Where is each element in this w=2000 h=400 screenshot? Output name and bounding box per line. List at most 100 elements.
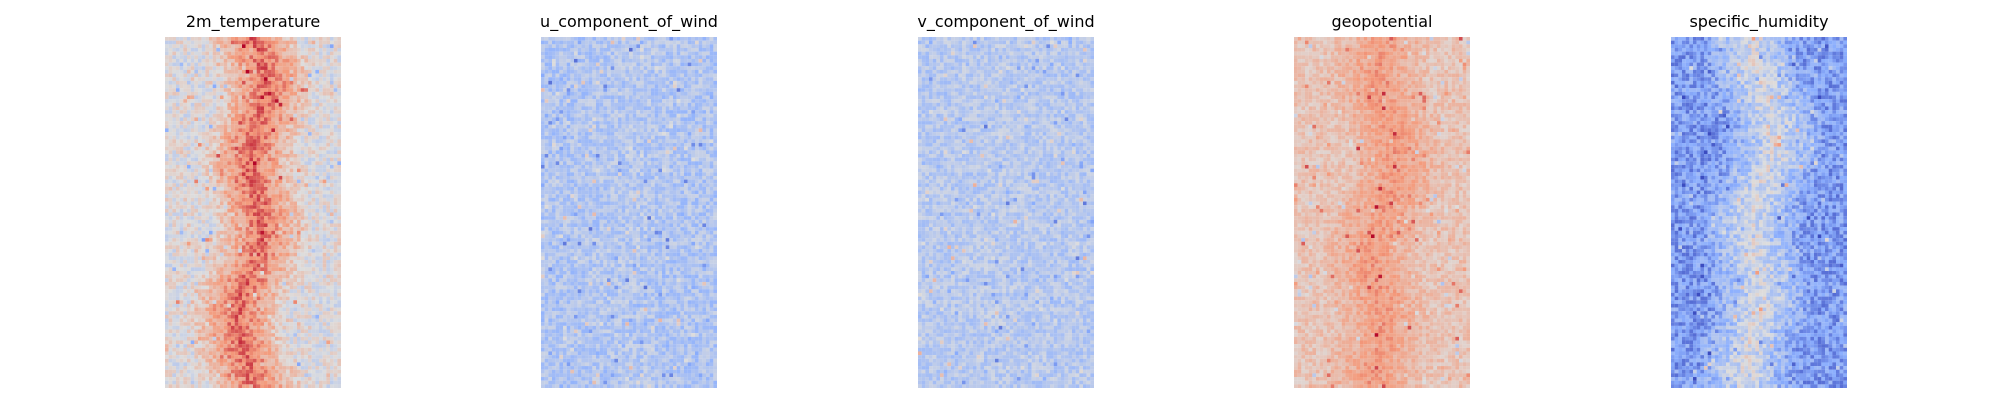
heatmap-cell — [311, 377, 316, 381]
heatmap-cell — [304, 164, 309, 169]
heatmap-cell — [286, 110, 290, 114]
heatmap-cell — [577, 44, 582, 49]
heatmap-cell — [165, 102, 169, 107]
heatmap-cell — [190, 37, 195, 41]
heatmap-cell — [172, 124, 177, 129]
heatmap-cell — [253, 230, 257, 235]
heatmap-cell — [223, 150, 228, 155]
heatmap-cell — [577, 55, 582, 60]
heatmap-cell — [198, 183, 202, 187]
heatmap-cell — [286, 146, 290, 151]
heatmap-cell — [249, 62, 254, 67]
heatmap-cell — [293, 311, 298, 315]
heatmap-cell — [183, 51, 188, 56]
heatmap-cell — [304, 373, 309, 378]
panel-u-component-of-wind: u_component_of_wind — [540, 0, 718, 400]
heatmap-cell — [322, 344, 327, 348]
heatmap-cell — [304, 267, 309, 272]
heatmap-cell — [267, 336, 272, 341]
heatmap-cell — [249, 91, 254, 96]
heatmap-cell — [610, 51, 615, 56]
heatmap-cell — [179, 161, 184, 166]
heatmap-cell — [165, 271, 169, 275]
heatmap-cell — [172, 333, 177, 337]
heatmap-cell — [172, 256, 177, 261]
heatmap-cell — [651, 40, 655, 45]
heatmap-cell — [242, 106, 246, 111]
heatmap-cell — [308, 139, 312, 144]
heatmap-cell — [308, 249, 312, 253]
heatmap-cell — [607, 58, 611, 63]
heatmap-cell — [282, 164, 287, 169]
heatmap-cell — [253, 274, 257, 279]
heatmap-cell — [256, 340, 261, 345]
heatmap-cell — [194, 113, 199, 118]
heatmap-cell — [548, 44, 553, 49]
heatmap-cell — [249, 238, 254, 242]
heatmap-cell — [245, 154, 250, 158]
heatmap-cell — [687, 40, 692, 45]
heatmap-cell — [245, 161, 250, 166]
heatmap-cell — [271, 146, 276, 151]
heatmap-cell — [216, 369, 221, 374]
heatmap-cell — [234, 355, 239, 359]
heatmap-cell — [253, 55, 257, 60]
heatmap-cell — [201, 143, 206, 147]
heatmap-cell — [333, 380, 338, 385]
heatmap-cell — [179, 183, 184, 187]
heatmap-cell — [256, 362, 261, 367]
heatmap-cell — [337, 154, 341, 158]
heatmap-cell — [172, 351, 177, 356]
heatmap-cell — [249, 227, 254, 231]
heatmap-cell — [304, 344, 309, 348]
heatmap-cell — [581, 40, 586, 45]
heatmap-cell — [227, 336, 232, 341]
heatmap-cell — [249, 69, 254, 74]
heatmap-cell — [242, 179, 246, 184]
heatmap-cell — [253, 58, 257, 63]
heatmap-cell — [282, 66, 287, 70]
heatmap-cell — [205, 271, 210, 275]
heatmap-cell — [165, 289, 169, 294]
heatmap-cell — [220, 124, 224, 129]
heatmap-cell — [165, 197, 169, 202]
heatmap-cell — [176, 190, 180, 195]
heatmap-cell — [194, 278, 199, 283]
heatmap-cell — [183, 205, 188, 209]
heatmap-cell — [176, 47, 180, 52]
heatmap-cell — [278, 351, 283, 356]
heatmap-cell — [220, 157, 224, 162]
heatmap-cell — [242, 208, 246, 213]
heatmap-cell — [256, 234, 261, 239]
heatmap-cell — [297, 212, 301, 217]
heatmap-cell — [179, 384, 184, 388]
heatmap-cell — [322, 168, 327, 173]
heatmap-cell — [271, 344, 276, 348]
heatmap-cell — [260, 263, 265, 268]
heatmap-cell — [304, 252, 309, 257]
heatmap-cell — [176, 55, 180, 60]
heatmap-cell — [574, 62, 578, 67]
heatmap-cell — [220, 139, 224, 144]
heatmap-cell — [293, 333, 298, 337]
heatmap-cell — [216, 241, 221, 246]
heatmap-cell — [179, 106, 184, 111]
heatmap-cell — [293, 256, 298, 261]
heatmap-cell — [242, 194, 246, 198]
heatmap-cell — [315, 201, 320, 206]
heatmap-cell — [282, 110, 287, 114]
heatmap-cell — [632, 44, 637, 49]
heatmap-cell — [223, 355, 228, 359]
heatmap-cell — [264, 274, 268, 279]
heatmap-cell — [322, 183, 327, 187]
heatmap-cell — [179, 132, 184, 136]
heatmap-cell — [271, 172, 276, 177]
heatmap-cell — [275, 40, 279, 45]
heatmap-cell — [322, 307, 327, 312]
heatmap-cell — [278, 216, 283, 220]
heatmap-cell — [223, 252, 228, 257]
heatmap-cell — [205, 154, 210, 158]
heatmap-cell — [260, 223, 265, 228]
heatmap-cell — [315, 366, 320, 370]
heatmap-cell — [223, 197, 228, 202]
